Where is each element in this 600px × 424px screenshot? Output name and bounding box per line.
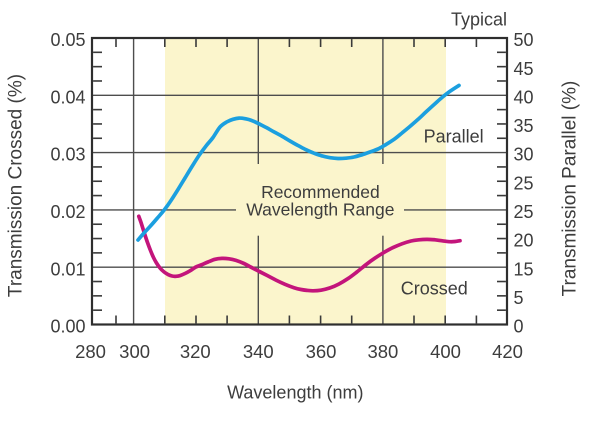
svg-text:280: 280 bbox=[75, 341, 106, 362]
svg-text:45: 45 bbox=[514, 59, 534, 79]
svg-text:400: 400 bbox=[430, 341, 461, 362]
svg-text:0.01: 0.01 bbox=[50, 259, 85, 279]
svg-text:30: 30 bbox=[514, 145, 534, 165]
svg-text:0.00: 0.00 bbox=[50, 317, 85, 337]
svg-text:0.04: 0.04 bbox=[50, 87, 85, 107]
svg-text:15: 15 bbox=[514, 259, 534, 279]
svg-text:Crossed: Crossed bbox=[401, 279, 468, 299]
svg-text:35: 35 bbox=[514, 116, 534, 136]
svg-text:50: 50 bbox=[514, 30, 534, 50]
svg-text:0.03: 0.03 bbox=[50, 145, 85, 165]
svg-text:25: 25 bbox=[514, 173, 534, 193]
svg-text:360: 360 bbox=[306, 341, 337, 362]
svg-text:0: 0 bbox=[514, 317, 524, 337]
svg-text:Transmission Crossed (%): Transmission Crossed (%) bbox=[6, 74, 27, 297]
svg-text:0.02: 0.02 bbox=[50, 202, 85, 222]
svg-text:320: 320 bbox=[180, 341, 211, 362]
svg-text:380: 380 bbox=[367, 341, 398, 362]
svg-text:20: 20 bbox=[514, 231, 534, 251]
svg-text:25: 25 bbox=[514, 202, 534, 222]
svg-text:40: 40 bbox=[514, 87, 534, 107]
svg-text:5: 5 bbox=[514, 288, 524, 308]
svg-text:Transmission Parallel (%): Transmission Parallel (%) bbox=[560, 81, 581, 297]
svg-text:340: 340 bbox=[243, 341, 274, 362]
svg-text:Wavelength Range: Wavelength Range bbox=[246, 199, 394, 219]
svg-text:0.05: 0.05 bbox=[50, 30, 85, 50]
svg-text:Wavelength (nm): Wavelength (nm) bbox=[227, 383, 363, 403]
svg-text:Recommended: Recommended bbox=[261, 182, 380, 202]
svg-text:Parallel: Parallel bbox=[424, 126, 484, 146]
svg-text:420: 420 bbox=[492, 341, 523, 362]
svg-text:300: 300 bbox=[119, 341, 150, 362]
svg-text:Typical: Typical bbox=[451, 9, 507, 29]
